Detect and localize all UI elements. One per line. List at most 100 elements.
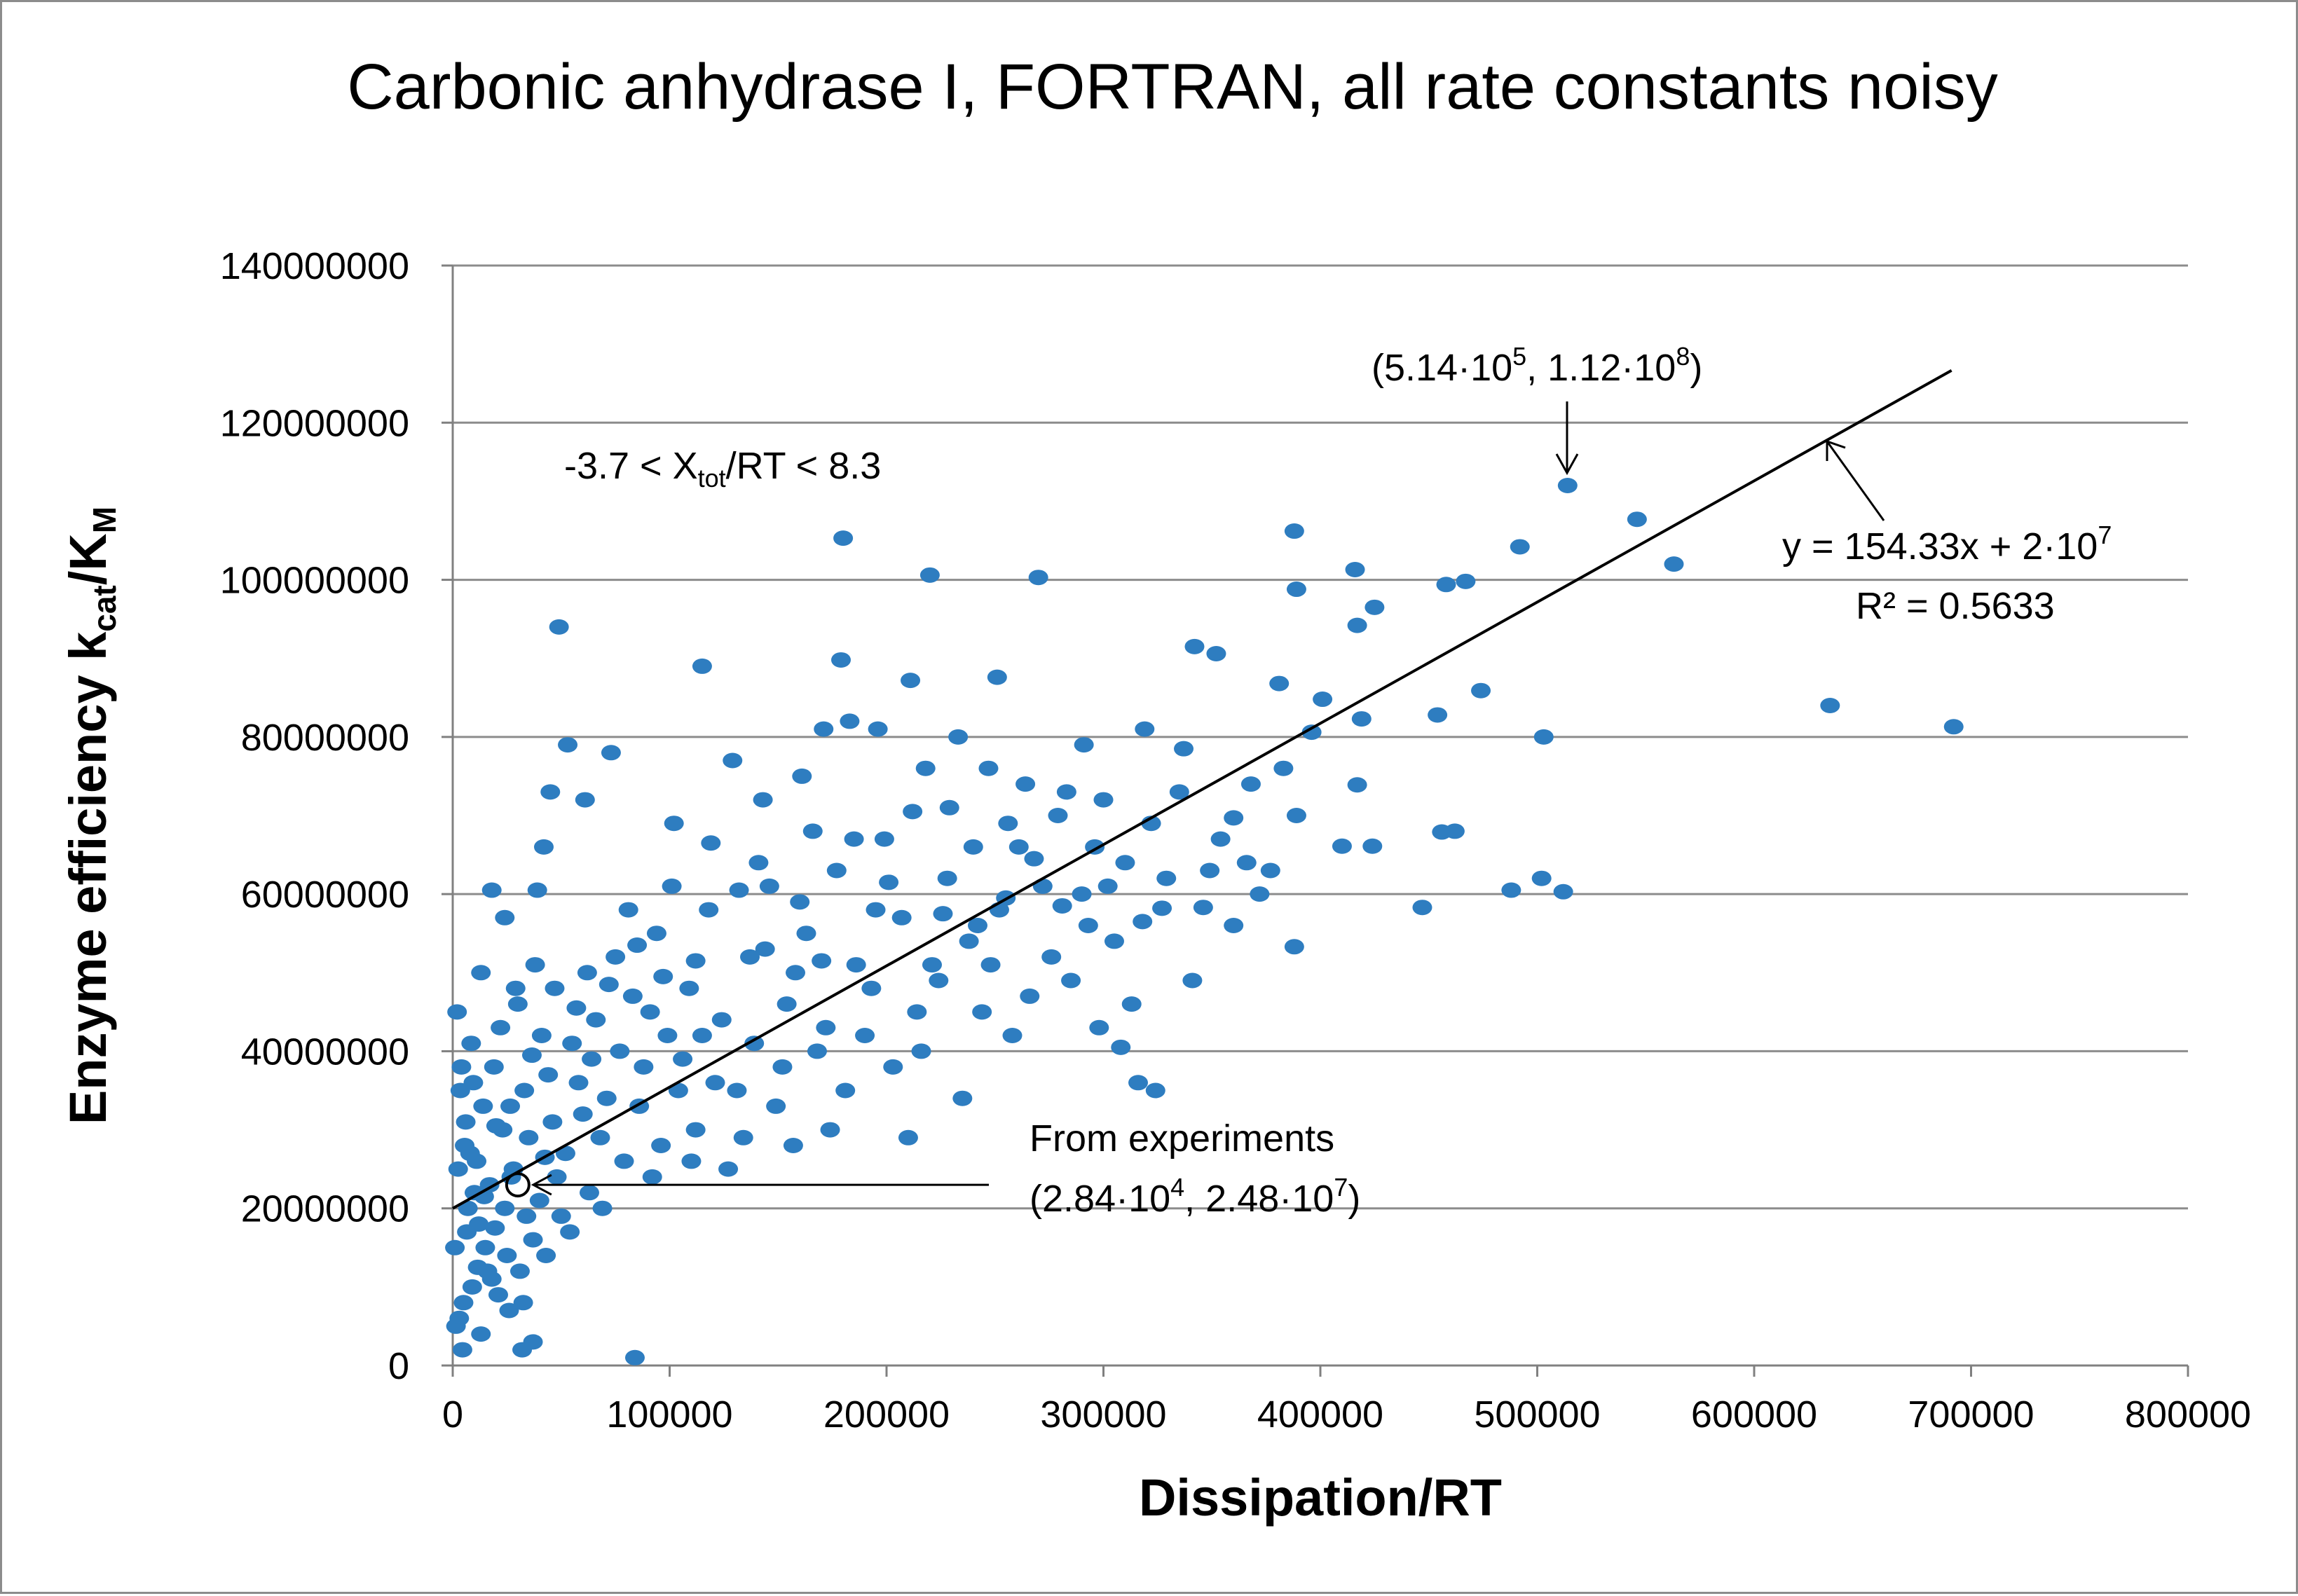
max-point-arrow xyxy=(1555,401,1579,476)
data-point xyxy=(586,1012,606,1028)
data-point xyxy=(701,835,721,851)
range-annotation-sub: tot xyxy=(698,464,726,493)
data-point xyxy=(685,953,706,969)
data-point xyxy=(646,926,666,942)
data-point xyxy=(753,792,773,808)
data-point xyxy=(1056,784,1076,800)
data-point xyxy=(509,1263,530,1279)
experiment-arrow xyxy=(531,1174,989,1196)
x-tick-label: 700000 xyxy=(1908,1394,2034,1436)
data-point xyxy=(664,816,684,832)
data-point xyxy=(901,673,921,689)
data-point xyxy=(457,1224,477,1240)
data-point xyxy=(575,792,595,808)
data-point xyxy=(939,799,959,816)
data-point xyxy=(533,839,554,855)
data-point xyxy=(1015,776,1036,792)
data-point xyxy=(846,957,866,973)
data-point xyxy=(833,530,854,546)
data-point xyxy=(514,1082,535,1099)
data-point xyxy=(447,1004,467,1020)
data-point xyxy=(1269,675,1290,692)
data-point xyxy=(495,909,515,926)
data-point xyxy=(452,1342,472,1358)
data-point xyxy=(624,1349,645,1365)
data-point xyxy=(937,870,957,886)
data-point xyxy=(523,1232,543,1248)
data-point xyxy=(662,878,682,894)
experiment-point-b: , 2.48·10 xyxy=(1184,1178,1334,1220)
max-point-b: , 1.12·10 xyxy=(1526,347,1676,389)
data-point xyxy=(512,1342,533,1358)
data-point xyxy=(500,1098,521,1114)
data-point xyxy=(610,1043,630,1059)
range-annotation: -3.7 < Xtot/RT < 8.3 xyxy=(564,445,881,493)
trend-r2: R² = 0.5633 xyxy=(1856,585,2055,627)
data-point xyxy=(1041,949,1062,965)
max-point-annotation: (5.14·105, 1.12·108) xyxy=(1372,342,1702,389)
data-point xyxy=(1061,972,1081,989)
data-point xyxy=(1169,784,1189,800)
data-point xyxy=(790,894,810,910)
data-point xyxy=(618,902,638,918)
data-point xyxy=(505,980,526,996)
data-point xyxy=(1145,1082,1165,1099)
data-point xyxy=(831,652,852,668)
data-point xyxy=(1273,760,1294,776)
y-tick-label: 40000000 xyxy=(241,1031,409,1073)
data-point xyxy=(692,658,712,674)
data-point xyxy=(491,1019,511,1036)
data-point xyxy=(1224,918,1244,933)
data-point xyxy=(446,1318,466,1334)
y-axis-title-prefix: Enzyme efficiency k xyxy=(59,631,117,1124)
data-point xyxy=(577,965,597,981)
data-point xyxy=(551,1208,571,1224)
data-point xyxy=(705,1075,725,1091)
data-point xyxy=(529,1192,549,1209)
data-point xyxy=(1510,539,1530,555)
data-point xyxy=(727,1082,747,1099)
data-point xyxy=(998,816,1018,832)
data-point xyxy=(1365,599,1385,615)
experiment-point-annotation: (2.84·104, 2.48·107) xyxy=(1030,1173,1360,1220)
data-point xyxy=(547,1169,567,1185)
trend-equation: y = 154.33x + 2·107 xyxy=(1782,521,2112,567)
data-point xyxy=(1206,645,1226,661)
data-point xyxy=(772,1059,793,1075)
y-tick-label: 20000000 xyxy=(241,1188,409,1230)
data-point xyxy=(777,996,797,1012)
data-point xyxy=(527,882,547,898)
data-point xyxy=(1260,862,1280,879)
data-point xyxy=(748,855,769,871)
data-point xyxy=(542,1114,563,1130)
data-point xyxy=(883,1059,903,1075)
data-point xyxy=(1432,824,1452,840)
data-point xyxy=(929,972,949,989)
data-point xyxy=(445,1239,465,1256)
data-point xyxy=(733,1129,753,1146)
data-point xyxy=(596,1090,617,1106)
data-point xyxy=(711,1012,732,1028)
data-point xyxy=(538,1067,559,1083)
data-point xyxy=(802,823,823,839)
data-point xyxy=(1501,882,1521,898)
data-point xyxy=(519,1129,539,1146)
data-point xyxy=(972,1004,992,1020)
data-point xyxy=(911,1043,931,1059)
data-point xyxy=(1024,851,1044,867)
trend-equation-sup: 7 xyxy=(2098,521,2112,549)
data-point xyxy=(903,804,923,820)
range-annotation-b: /RT < 8.3 xyxy=(726,445,882,487)
data-point xyxy=(1111,1039,1131,1055)
data-point xyxy=(560,1224,580,1240)
x-tick-label: 400000 xyxy=(1257,1394,1383,1436)
data-point xyxy=(866,902,886,918)
data-point xyxy=(1097,878,1118,894)
x-tick-label: 800000 xyxy=(2125,1394,2251,1436)
data-point xyxy=(816,1019,836,1036)
data-point xyxy=(1553,883,1573,900)
x-tick-label: 600000 xyxy=(1691,1394,1817,1436)
y-tick-labels: 0 20000000 40000000 60000000 80000000 1000000… xyxy=(220,245,409,1387)
data-point xyxy=(718,1161,739,1177)
data-point xyxy=(1557,478,1578,493)
